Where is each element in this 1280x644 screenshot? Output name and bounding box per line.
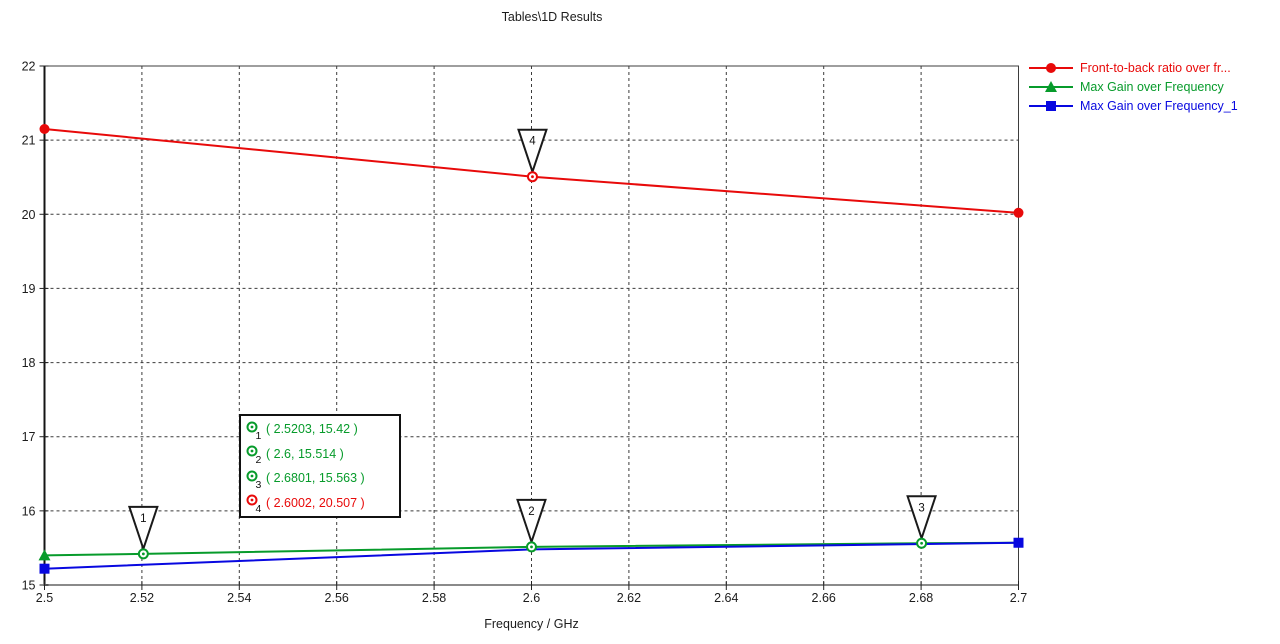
point-coordinates: ( 2.6801, 15.563 ) [266, 471, 365, 486]
y-tick-label: 21 [22, 134, 36, 148]
y-tick-label: 16 [22, 504, 36, 518]
point-marker-icon: 1 [246, 421, 262, 440]
x-tick-label: 2.58 [422, 591, 446, 605]
x-tick-label: 2.68 [909, 591, 933, 605]
x-tick-label: 2.66 [812, 591, 836, 605]
legend-item-1: Max Gain over Frequency [1028, 77, 1238, 96]
point-flag-1: 1 [127, 505, 159, 560]
x-tick-label: 2.64 [714, 591, 738, 605]
x-tick-label: 2.6 [523, 591, 540, 605]
svg-text:1: 1 [140, 513, 146, 525]
x-tick-label: 2.5 [36, 591, 53, 605]
y-tick-label: 18 [22, 356, 36, 370]
y-tick-label: 20 [22, 208, 36, 222]
y-tick-label: 19 [22, 282, 36, 296]
point-flag-2: 2 [516, 498, 547, 553]
svg-text:1: 1 [256, 430, 262, 440]
point-marker-icon: 4 [246, 494, 262, 513]
legend-label: Max Gain over Frequency_1 [1080, 98, 1238, 113]
x-tick-label: 2.56 [325, 591, 349, 605]
y-tick-label: 17 [22, 430, 36, 444]
svg-text:4: 4 [256, 503, 262, 513]
point-coordinates: ( 2.6, 15.514 ) [266, 446, 344, 461]
point-coordinates: ( 2.5203, 15.42 ) [266, 422, 358, 437]
svg-text:2: 2 [528, 506, 534, 518]
point-list-box: 1 ( 2.5203, 15.42 ) 2 ( 2.6, 15.514 ) 3 ( 2.6… [239, 414, 401, 518]
x-tick-label: 2.7 [1010, 591, 1027, 605]
series-endpoint-marker [1013, 537, 1024, 548]
x-tick-label: 2.62 [617, 591, 641, 605]
svg-text:3: 3 [918, 502, 924, 514]
y-tick-label: 22 [22, 60, 36, 74]
legend-label: Max Gain over Frequency [1080, 79, 1224, 94]
point-coordinates: ( 2.6002, 20.507 ) [266, 495, 365, 510]
point-list-row: 3 ( 2.6801, 15.563 ) [245, 466, 395, 491]
series-endpoint-marker [39, 124, 50, 135]
x-tick-label: 2.52 [130, 591, 154, 605]
legend-label: Front-to-back ratio over fr... [1080, 60, 1231, 75]
svg-text:2: 2 [256, 454, 262, 464]
series-endpoint-marker [1013, 207, 1024, 218]
legend: Front-to-back ratio over fr... Max Gain o… [1028, 58, 1238, 115]
legend-marker-icon [1029, 80, 1073, 92]
x-tick-label: 2.54 [227, 591, 251, 605]
legend-marker-icon [1029, 62, 1073, 73]
legend-item-0: Front-to-back ratio over fr... [1028, 58, 1238, 77]
svg-text:3: 3 [256, 479, 262, 489]
point-marker-icon: 3 [246, 470, 262, 489]
point-flag-4: 4 [517, 128, 548, 183]
point-list-row: 2 ( 2.6, 15.514 ) [245, 442, 395, 467]
legend-marker-icon [1029, 100, 1073, 111]
point-flag-3: 3 [906, 495, 937, 549]
point-list-row: 4 ( 2.6002, 20.507 ) [245, 491, 395, 516]
series-endpoint-marker [39, 563, 50, 574]
point-marker-icon: 2 [246, 445, 262, 464]
chart-title: Tables\1D Results [501, 10, 603, 24]
svg-text:4: 4 [529, 136, 536, 148]
legend-item-2: Max Gain over Frequency_1 [1028, 96, 1238, 115]
x-axis-title: Frequency / GHz [484, 617, 579, 631]
y-tick-label: 15 [22, 579, 36, 593]
series-endpoint-marker [38, 549, 51, 561]
point-list-row: 1 ( 2.5203, 15.42 ) [245, 417, 395, 442]
